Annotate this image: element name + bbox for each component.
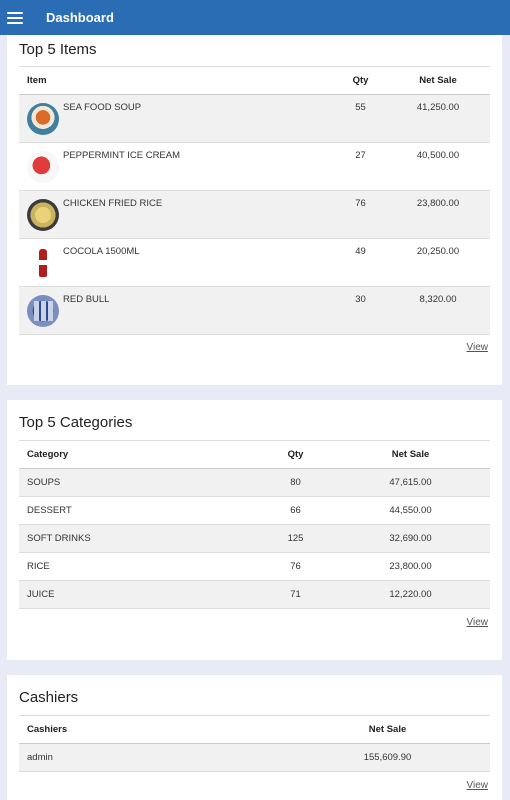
view-categories-link[interactable]: View — [466, 617, 489, 628]
top-categories-table: Category Qty Net Sale SOUPS 80 47,615.00… — [19, 440, 490, 609]
item-qty: 55 — [355, 102, 366, 113]
category-net-sale: 23,800.00 — [389, 561, 432, 572]
category-qty: 76 — [290, 561, 301, 572]
top-items-table: Item Qty Net Sale SEA FOOD SOUP 55 41,25… — [19, 66, 490, 335]
table-row[interactable]: SEA FOOD SOUP 55 41,250.00 — [19, 94, 490, 143]
category-qty: 71 — [290, 589, 301, 600]
column-header-item: Item — [27, 75, 47, 86]
category-net-sale: 12,220.00 — [389, 589, 432, 600]
category-name: SOFT DRINKS — [27, 533, 91, 544]
item-qty: 49 — [355, 246, 366, 257]
category-name: SOUPS — [27, 477, 61, 488]
category-net-sale: 47,615.00 — [389, 477, 432, 488]
table-row[interactable]: RICE 76 23,800.00 — [19, 553, 490, 581]
category-qty: 125 — [287, 533, 304, 544]
table-row[interactable]: RED BULL 30 8,320.00 — [19, 286, 490, 335]
seafood-soup-image — [27, 103, 59, 135]
item-net-sale: 8,320.00 — [419, 294, 457, 305]
category-net-sale: 32,690.00 — [389, 533, 432, 544]
view-items-link[interactable]: View — [466, 342, 489, 353]
cashier-net-sale: 155,609.90 — [363, 752, 412, 763]
ice-cream-image — [27, 151, 59, 183]
item-net-sale: 41,250.00 — [416, 102, 460, 113]
column-header-net-sale: Net Sale — [419, 75, 457, 86]
cola-bottle-image — [27, 247, 59, 279]
table-row[interactable]: DESSERT 66 44,550.00 — [19, 497, 490, 525]
item-name: RED BULL — [63, 294, 110, 305]
table-row[interactable]: COCOLA 1500ML 49 20,250.00 — [19, 239, 490, 287]
item-net-sale: 23,800.00 — [416, 198, 460, 209]
column-header-qty: Qty — [287, 449, 304, 460]
table-header-row: Cashiers Net Sale — [19, 715, 490, 744]
column-header-net-sale: Net Sale — [368, 724, 407, 735]
page-title: Dashboard — [46, 10, 114, 25]
table-row[interactable]: PEPPERMINT ICE CREAM 27 40,500.00 — [19, 143, 490, 191]
table-header-row: Item Qty Net Sale — [19, 66, 490, 95]
cashiers-card: Cashiers Cashiers Net Sale admin 155,609… — [7, 675, 502, 800]
app-bar: Dashboard — [0, 0, 510, 35]
category-net-sale: 44,550.00 — [389, 505, 432, 516]
column-header-net-sale: Net Sale — [391, 449, 430, 460]
cashiers-title: Cashiers — [19, 689, 79, 706]
item-name: PEPPERMINT ICE CREAM — [63, 150, 181, 161]
table-row[interactable]: SOFT DRINKS 125 32,690.00 — [19, 524, 490, 553]
category-qty: 80 — [290, 477, 301, 488]
table-row[interactable]: admin 155,609.90 — [19, 743, 490, 772]
item-qty: 76 — [355, 198, 366, 209]
item-name: CHICKEN FRIED RICE — [63, 198, 163, 209]
category-name: RICE — [27, 561, 50, 572]
category-qty: 66 — [290, 505, 301, 516]
item-net-sale: 40,500.00 — [416, 150, 460, 161]
table-row[interactable]: CHICKEN FRIED RICE 76 23,800.00 — [19, 190, 490, 239]
category-name: JUICE — [27, 589, 55, 600]
top-items-card: Top 5 Items Item Qty Net Sale SEA FOOD S… — [7, 35, 502, 385]
column-header-category: Category — [27, 449, 69, 460]
column-header-qty: Qty — [352, 75, 369, 86]
cashiers-table: Cashiers Net Sale admin 155,609.90 — [19, 715, 490, 772]
table-header-row: Category Qty Net Sale — [19, 440, 490, 469]
column-header-cashier: Cashiers — [27, 724, 68, 735]
fried-rice-image — [27, 199, 59, 231]
item-name: SEA FOOD SOUP — [63, 102, 142, 113]
top-categories-card: Top 5 Categories Category Qty Net Sale S… — [7, 400, 502, 660]
view-cashiers-link[interactable]: View — [466, 780, 489, 791]
table-row[interactable]: JUICE 71 12,220.00 — [19, 580, 490, 609]
table-row[interactable]: SOUPS 80 47,615.00 — [19, 468, 490, 497]
cashier-name: admin — [27, 752, 53, 763]
item-qty: 27 — [355, 150, 366, 161]
hamburger-icon[interactable] — [7, 11, 23, 24]
top-categories-title: Top 5 Categories — [19, 414, 133, 431]
item-net-sale: 20,250.00 — [416, 246, 460, 257]
red-bull-image — [27, 295, 59, 327]
item-qty: 30 — [355, 294, 366, 305]
item-name: COCOLA 1500ML — [63, 246, 140, 257]
top-items-title: Top 5 Items — [19, 41, 97, 58]
category-name: DESSERT — [27, 505, 72, 516]
